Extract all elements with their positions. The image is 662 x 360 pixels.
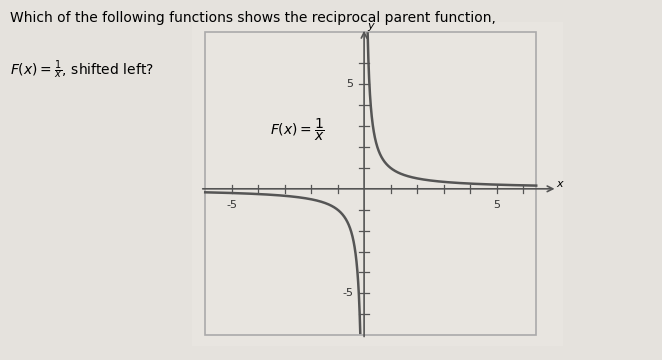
Text: 5: 5: [493, 200, 500, 210]
Text: 5: 5: [346, 79, 354, 89]
Text: x: x: [557, 179, 563, 189]
Text: $F(x) = \dfrac{1}{x}$: $F(x) = \dfrac{1}{x}$: [271, 117, 325, 144]
Text: -5: -5: [226, 200, 237, 210]
Text: Which of the following functions shows the reciprocal parent function,: Which of the following functions shows t…: [10, 11, 496, 25]
Bar: [205, 32, 536, 335]
Text: $F(x) = \frac{1}{x}$, shifted left?: $F(x) = \frac{1}{x}$, shifted left?: [10, 58, 154, 81]
Text: y: y: [367, 21, 374, 31]
Text: -5: -5: [342, 288, 354, 298]
